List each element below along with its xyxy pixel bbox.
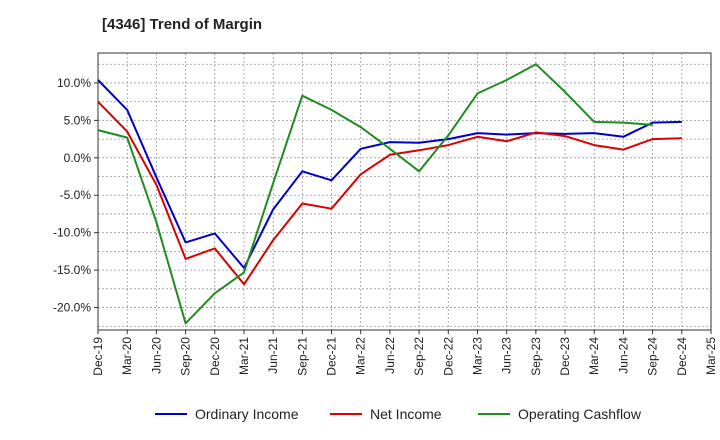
- series-lines: [97, 63, 682, 325]
- x-tick-label: Jun-24: [616, 337, 630, 374]
- y-tick-label: 10.0%: [57, 76, 91, 90]
- grid-lines: [98, 53, 711, 330]
- x-tick-label: Dec-22: [441, 337, 455, 376]
- legend: Ordinary Income Net Income Operating Cashf…: [155, 406, 642, 422]
- x-tick-label: Dec-20: [208, 337, 222, 376]
- x-tick-label: Jun-20: [149, 337, 163, 374]
- x-tick-label: Sep-22: [412, 337, 426, 376]
- x-tick-label: Sep-23: [529, 337, 543, 376]
- x-tick-label: Jun-22: [383, 337, 397, 374]
- legend-label-ordinary-income: Ordinary Income: [195, 406, 299, 422]
- chart-title: [4346] Trend of Margin: [102, 16, 263, 33]
- y-tick-label: -5.0%: [60, 188, 92, 202]
- plot-area: [97, 52, 712, 331]
- y-axis-ticks: 10.0% 5.0% 0.0% -5.0% -10.0% -15.0% -20.0%: [53, 76, 98, 315]
- x-tick-label: Sep-20: [179, 337, 193, 376]
- x-tick-label: Sep-21: [295, 337, 309, 376]
- x-tick-label: Dec-23: [558, 337, 572, 376]
- x-tick-label: Dec-19: [91, 337, 105, 376]
- y-tick-label: 0.0%: [64, 151, 92, 165]
- x-tick-label: Mar-21: [237, 337, 251, 375]
- series-line-net-income: [97, 101, 682, 286]
- x-tick-label: Mar-20: [120, 337, 134, 375]
- x-tick-label: Mar-25: [704, 337, 718, 375]
- x-tick-label: Mar-24: [587, 337, 601, 375]
- x-axis-ticks: Dec-19 Mar-20 Jun-20 Sep-20 Dec-20 Mar-21 Jun-…: [91, 330, 718, 376]
- series-line-ordinary-income: [97, 79, 682, 269]
- y-tick-label: -10.0%: [53, 226, 91, 240]
- x-tick-label: Jun-23: [500, 337, 514, 374]
- x-tick-label: Mar-23: [470, 337, 484, 375]
- x-tick-label: Dec-24: [675, 337, 689, 376]
- legend-label-operating-cashflow: Operating Cashflow: [518, 406, 642, 422]
- x-tick-label: Jun-21: [266, 337, 280, 374]
- y-tick-label: 5.0%: [64, 113, 92, 127]
- x-tick-label: Mar-22: [354, 337, 368, 375]
- y-tick-label: -20.0%: [53, 301, 91, 315]
- x-tick-label: Dec-21: [325, 337, 339, 376]
- y-tick-label: -15.0%: [53, 263, 91, 277]
- series-line-operating-cashflow: [97, 63, 653, 325]
- x-tick-label: Sep-24: [646, 337, 660, 376]
- legend-label-net-income: Net Income: [370, 406, 442, 422]
